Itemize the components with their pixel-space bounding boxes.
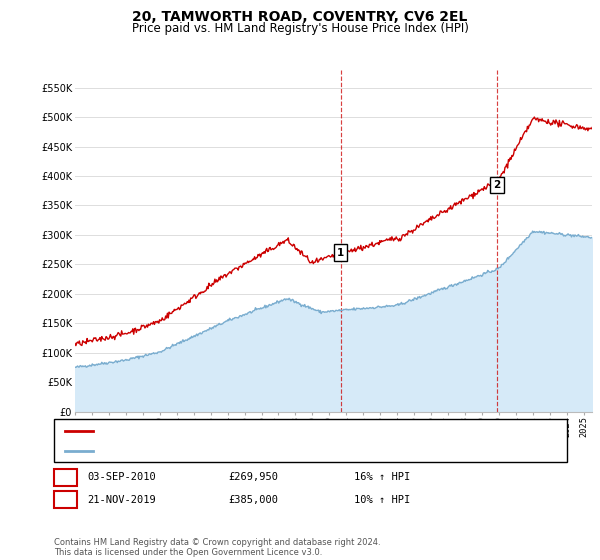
- Text: 10% ↑ HPI: 10% ↑ HPI: [354, 494, 410, 505]
- Text: 16% ↑ HPI: 16% ↑ HPI: [354, 472, 410, 482]
- Text: 1: 1: [62, 472, 68, 482]
- Text: £269,950: £269,950: [228, 472, 278, 482]
- Text: £385,000: £385,000: [228, 494, 278, 505]
- Text: 21-NOV-2019: 21-NOV-2019: [87, 494, 156, 505]
- Text: Price paid vs. HM Land Registry's House Price Index (HPI): Price paid vs. HM Land Registry's House …: [131, 22, 469, 35]
- Text: 20, TAMWORTH ROAD, COVENTRY, CV6 2EL (detached house): 20, TAMWORTH ROAD, COVENTRY, CV6 2EL (de…: [97, 426, 428, 436]
- Text: HPI: Average price, detached house, Coventry: HPI: Average price, detached house, Cove…: [97, 446, 372, 456]
- Text: 1: 1: [337, 248, 344, 258]
- Text: Contains HM Land Registry data © Crown copyright and database right 2024.
This d: Contains HM Land Registry data © Crown c…: [54, 538, 380, 557]
- Text: 20, TAMWORTH ROAD, COVENTRY, CV6 2EL: 20, TAMWORTH ROAD, COVENTRY, CV6 2EL: [133, 10, 467, 24]
- Text: 2: 2: [62, 494, 68, 505]
- Text: 03-SEP-2010: 03-SEP-2010: [87, 472, 156, 482]
- Text: 2: 2: [493, 180, 500, 190]
